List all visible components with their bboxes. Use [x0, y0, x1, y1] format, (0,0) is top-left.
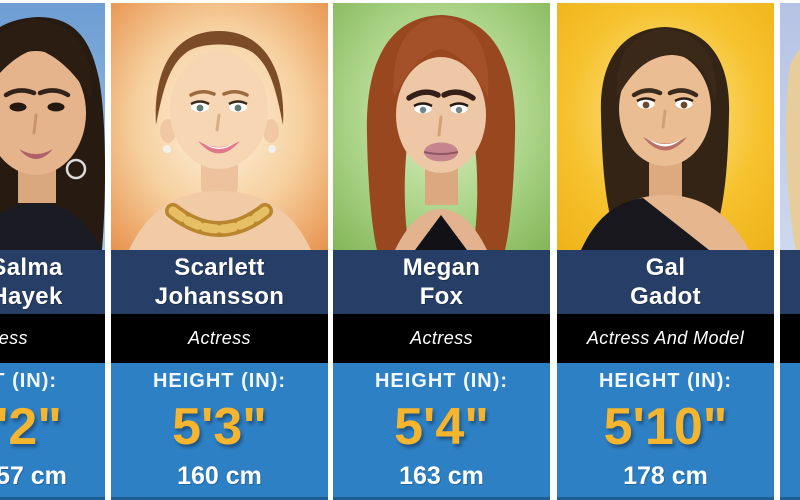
blonde-celebrity-partial-photo [780, 3, 800, 250]
height-in-value: 5'4" [394, 398, 489, 456]
height-in-value: 5'3" [172, 398, 267, 456]
height-cm-value: 163 cm [399, 462, 484, 490]
profession-label: Actress [410, 328, 473, 348]
profession-band: Actress And Model [557, 314, 774, 363]
profession-band: Actress [111, 314, 328, 363]
name-line1: Scarlett [174, 254, 265, 281]
name-line1: Salma [0, 254, 63, 281]
height-label [780, 363, 800, 370]
height-label: HEIGHT (IN): [0, 370, 58, 392]
name-band [780, 250, 800, 314]
height-label: HEIGHT (IN): [598, 370, 733, 392]
name-line2: Johansson [154, 283, 285, 310]
profession-label: Actress [188, 328, 251, 348]
height-in-value: 5'10" [603, 398, 728, 456]
card-megan-fox: Megan Fox Actress HEIGHT (IN): 5'4" 163 … [333, 3, 550, 500]
height-in-value: 5'2" [0, 398, 62, 456]
height-band: HEIGHT (IN): 5'4" 163 cm [333, 363, 550, 500]
card-salma-hayek: Salma Hayek Actress HEIGHT (IN): 5'2" 15… [0, 3, 105, 500]
name-line2: Fox [419, 283, 464, 310]
height-label: HEIGHT (IN): [152, 370, 287, 392]
height-band: HEIGHT (IN): 5'3" 160 cm [111, 363, 328, 500]
card-next-celebrity-partial [780, 3, 800, 500]
height-band [780, 363, 800, 500]
scarlett-johansson-photo [111, 3, 328, 250]
height-label: HEIGHT (IN): [374, 370, 509, 392]
profession-label: Actress [0, 328, 28, 348]
height-cm-value: 178 cm [623, 462, 708, 490]
name-band: Scarlett Johansson [111, 250, 328, 314]
card-gal-gadot: Gal Gadot Actress And Model HEIGHT (IN):… [557, 3, 774, 500]
name-band: Gal Gadot [557, 250, 774, 314]
profession-label: Actress And Model [586, 328, 745, 348]
name-line1: Megan [402, 254, 481, 281]
salma-hayek-photo [0, 3, 105, 250]
gal-gadot-photo [557, 3, 774, 250]
height-band: HEIGHT (IN): 5'10" 178 cm [557, 363, 774, 500]
megan-fox-photo [333, 3, 550, 250]
profession-band [780, 314, 800, 363]
profession-band: Actress [333, 314, 550, 363]
card-scarlett-johansson: Scarlett Johansson Actress HEIGHT (IN): … [111, 3, 328, 500]
height-cm-value: 157 cm [0, 462, 67, 490]
name-line2: Gadot [630, 283, 701, 310]
name-band: Megan Fox [333, 250, 550, 314]
height-cm-value: 160 cm [177, 462, 262, 490]
profession-band: Actress [0, 314, 105, 363]
name-band: Salma Hayek [0, 250, 105, 314]
name-line1: Gal [645, 254, 686, 281]
height-band: HEIGHT (IN): 5'2" 157 cm [0, 363, 105, 500]
name-line2: Hayek [0, 283, 63, 310]
